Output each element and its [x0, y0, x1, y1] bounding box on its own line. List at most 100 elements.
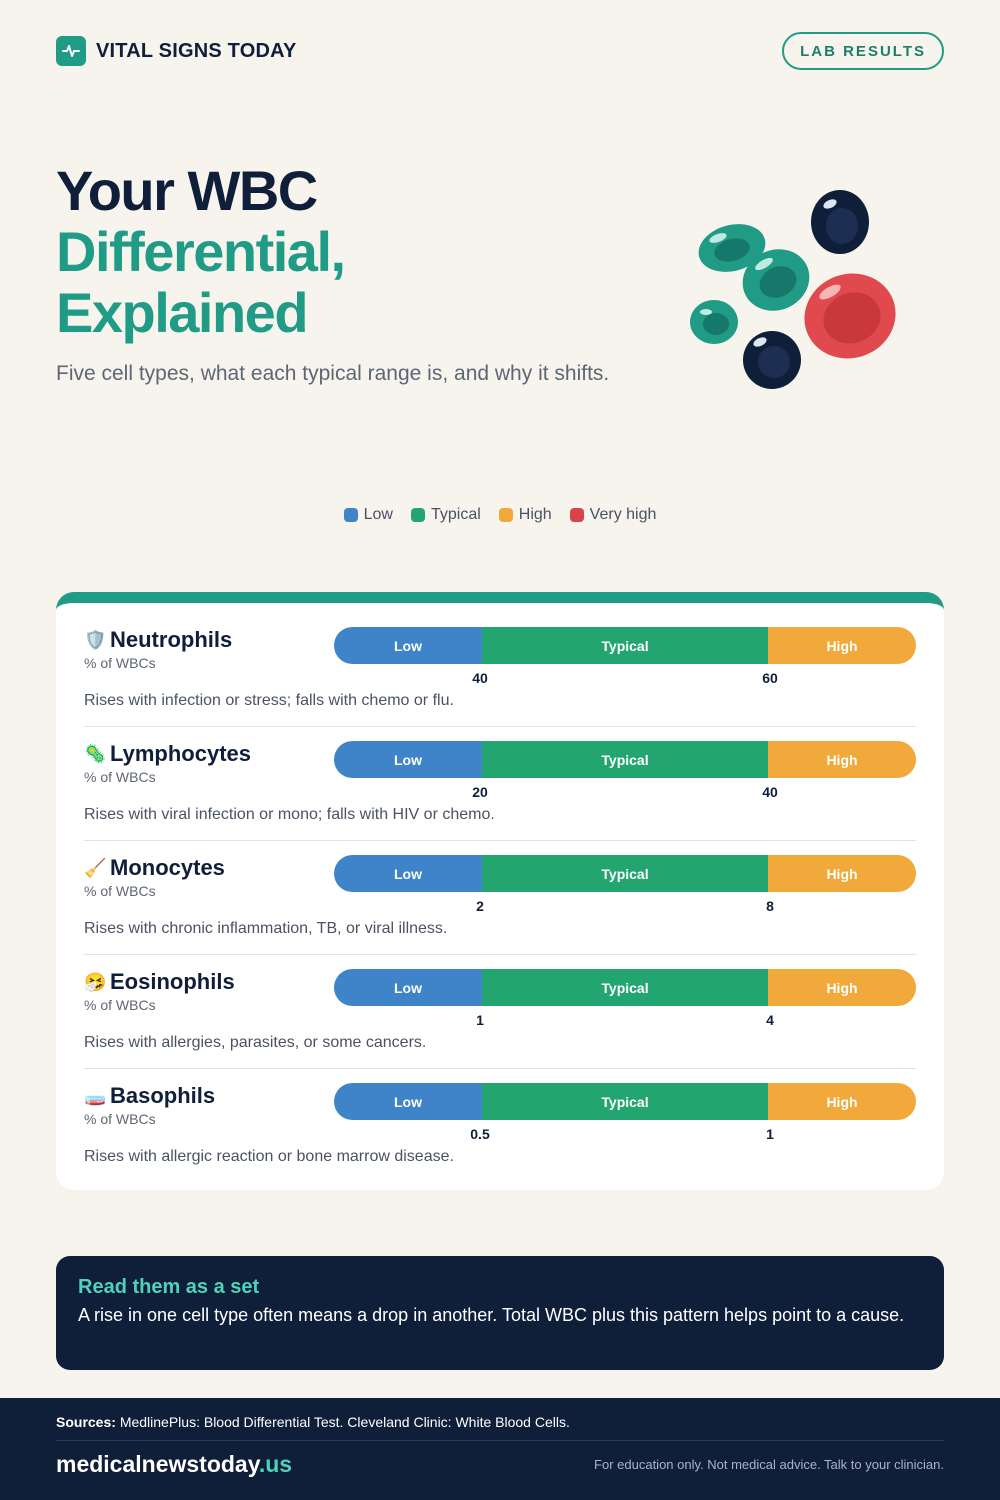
brand[interactable]: VITAL SIGNS TODAY — [56, 36, 296, 66]
cell-note: Rises with infection or stress; falls wi… — [84, 692, 454, 709]
red-cell-icon — [804, 273, 896, 359]
cell-name: Neutrophils — [110, 627, 233, 652]
microbe-icon: 🦠 — [84, 743, 107, 765]
brand-name: VITAL SIGNS TODAY — [96, 39, 297, 62]
range-segment-typical: Typical — [482, 741, 768, 778]
range-segment-high: High — [768, 855, 916, 892]
cell-note: Rises with allergic reaction or bone mar… — [84, 1148, 454, 1165]
range-segment-low: Low — [334, 627, 482, 664]
cell-unit: % of WBCs — [84, 997, 156, 1013]
row-divider — [84, 954, 916, 955]
range-segment-low: Low — [334, 969, 482, 1006]
page-subtitle: Five cell types, what each typical range… — [56, 362, 610, 385]
callout-text: A rise in one cell type often means a dr… — [78, 1305, 905, 1325]
legend-item-very-high: Very high — [569, 506, 657, 524]
range-bar: Low Typical High — [334, 1083, 916, 1120]
row-divider — [84, 1068, 916, 1069]
callout-title: Read them as a set — [78, 1276, 260, 1298]
range-segment-high: High — [768, 1083, 916, 1120]
range-bar: Low Typical High — [334, 969, 916, 1006]
cell-name-group: 🤧 Eosinophils — [84, 969, 235, 995]
lab-results-badge[interactable]: LAB RESULTS — [782, 32, 944, 70]
legend-item-typical: Typical — [410, 506, 481, 524]
row-divider — [84, 840, 916, 841]
cell-unit: % of WBCs — [84, 769, 156, 785]
legend-label-high: High — [518, 506, 552, 523]
high-cutoff: 1 — [766, 1126, 774, 1142]
cell-row-neutrophils: 🛡️ Neutrophils % of WBCs Low Typical Hig… — [84, 627, 916, 741]
range-bar: Low Typical High — [334, 741, 916, 778]
cell-row-monocytes: 🧹 Monocytes % of WBCs Low Typical High 2… — [84, 855, 916, 969]
legend-swatch-very-high — [569, 508, 584, 522]
high-cutoff: 40 — [762, 784, 778, 800]
cell-name: Eosinophils — [110, 969, 235, 994]
cell-note: Rises with viral infection or mono; fall… — [84, 806, 495, 823]
low-cutoff: 1 — [476, 1012, 484, 1028]
blood-cells-illustration — [690, 190, 896, 389]
read-as-set-callout: Read them as a set A rise in one cell ty… — [56, 1256, 944, 1370]
cell-unit: % of WBCs — [84, 1111, 156, 1127]
range-segment-typical: Typical — [482, 969, 768, 1006]
range-segment-typical: Typical — [482, 627, 768, 664]
header: VITAL SIGNS TODAY LAB RESULTS — [56, 32, 944, 70]
low-cutoff: 40 — [472, 670, 488, 686]
hero: Your WBC Differential, Explained Five ce… — [56, 160, 656, 388]
legend-item-low: Low — [343, 506, 393, 524]
cell-name: Monocytes — [110, 855, 225, 880]
site-link[interactable]: medicalnewstoday.us — [56, 1451, 292, 1478]
cell-name-group: 🛡️ Neutrophils — [84, 627, 232, 653]
cell-note: Rises with allergies, parasites, or some… — [84, 1034, 427, 1051]
shield-icon: 🛡️ — [84, 629, 107, 651]
page-title-line-3: Explained — [56, 281, 309, 344]
high-cutoff: 60 — [762, 670, 778, 686]
teal-cell-center-icon — [742, 249, 810, 311]
cell-name-group: 🧹 Monocytes — [84, 855, 225, 881]
teal-cell-left-top-icon — [698, 224, 766, 272]
footer: Sources: MedlinePlus: Blood Differential… — [0, 1398, 1000, 1500]
row-divider — [84, 726, 916, 727]
range-segment-typical: Typical — [482, 855, 768, 892]
legend-swatch-typical — [410, 508, 425, 522]
range-bar: Low Typical High — [334, 855, 916, 892]
legend-label-very-high: Very high — [589, 506, 657, 523]
cell-note: Rises with chronic inflammation, TB, or … — [84, 920, 448, 937]
sneezing-face-icon: 🤧 — [84, 971, 107, 993]
range-segment-high: High — [768, 969, 916, 1006]
range-segment-typical: Typical — [482, 1083, 768, 1120]
legend: Low Typical High Very high — [0, 506, 1000, 524]
cell-unit: % of WBCs — [84, 883, 156, 899]
footer-bottom: medicalnewstoday.us For education only. … — [56, 1451, 944, 1478]
cell-unit: % of WBCs — [84, 655, 156, 671]
high-cutoff: 4 — [766, 1012, 774, 1028]
navy-cell-top-icon — [811, 190, 869, 254]
cell-name-group: 🧫 Basophils — [84, 1083, 215, 1109]
site-name: medicalnewstoday — [56, 1451, 259, 1477]
site-tld: .us — [258, 1451, 293, 1477]
teal-cell-small-icon — [690, 300, 738, 344]
sources: Sources: MedlinePlus: Blood Differential… — [56, 1414, 944, 1430]
range-segment-high: High — [768, 627, 916, 664]
cell-name: Lymphocytes — [110, 741, 252, 766]
range-bar: Low Typical High — [334, 627, 916, 664]
cell-row-eosinophils: 🤧 Eosinophils % of WBCs Low Typical High… — [84, 969, 916, 1083]
sources-text: MedlinePlus: Blood Differential Test. Cl… — [119, 1414, 570, 1430]
range-segment-low: Low — [334, 741, 482, 778]
cell-name-group: 🦠 Lymphocytes — [84, 741, 251, 767]
cell-ranges-card: 🛡️ Neutrophils % of WBCs Low Typical Hig… — [56, 592, 944, 1190]
low-cutoff: 2 — [476, 898, 484, 914]
footer-divider — [56, 1440, 944, 1441]
legend-swatch-high — [498, 508, 513, 522]
page-title-line-1: Your WBC — [56, 159, 318, 222]
sources-label: Sources: — [56, 1414, 116, 1430]
legend-label-typical: Typical — [430, 506, 481, 523]
cell-row-basophils: 🧫 Basophils % of WBCs Low Typical High 0… — [84, 1083, 916, 1190]
pulse-icon — [56, 36, 86, 66]
cell-row-lymphocytes: 🦠 Lymphocytes % of WBCs Low Typical High… — [84, 741, 916, 855]
page-title-line-2: Differential, — [56, 220, 346, 283]
legend-label-low: Low — [363, 506, 393, 523]
petri-dish-icon: 🧫 — [84, 1085, 107, 1107]
low-cutoff: 0.5 — [470, 1126, 490, 1142]
legend-swatch-low — [343, 508, 358, 522]
disclaimer: For education only. Not medical advice. … — [594, 1457, 944, 1472]
legend-item-high: High — [498, 506, 552, 524]
